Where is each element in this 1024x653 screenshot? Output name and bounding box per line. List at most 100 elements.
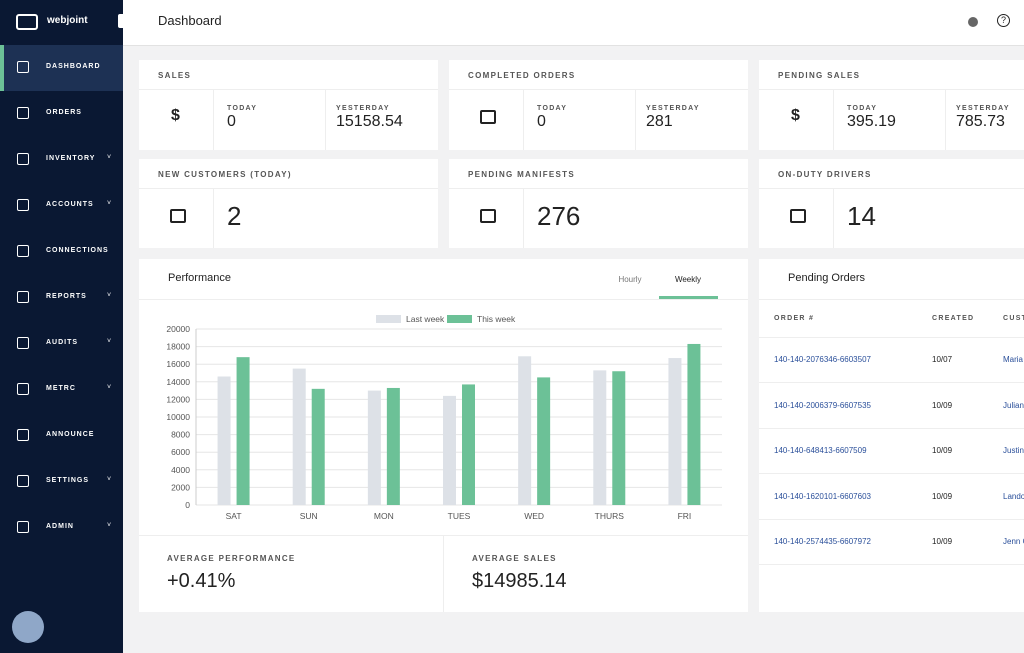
cell: 10/09	[932, 492, 952, 501]
stat-value: +0.41%	[167, 570, 235, 593]
nav-icon	[17, 521, 29, 533]
nav-item[interactable]: SETTINGS	[46, 477, 89, 484]
card-divider	[833, 188, 834, 248]
y-tick-label: 2000	[171, 482, 190, 492]
legend-swatch	[447, 315, 472, 323]
cell: 10/07	[932, 355, 952, 364]
nav-item[interactable]: ORDERS	[46, 109, 82, 116]
nav-icon	[17, 153, 29, 165]
card-title: PENDING SALES	[778, 71, 860, 80]
divider	[443, 535, 444, 612]
y-tick-label: 18000	[166, 342, 190, 352]
tab[interactable]: Weekly	[658, 275, 718, 284]
nav-item[interactable]: INVENTORY	[46, 155, 95, 162]
row-divider	[759, 473, 1024, 474]
card-icon	[790, 209, 806, 223]
nav-icon	[17, 475, 29, 487]
legend-swatch	[376, 315, 401, 323]
chevron: ˅	[107, 292, 111, 299]
nav-item[interactable]: AUDITS	[46, 339, 78, 346]
nav-item[interactable]: DASHBOARD	[46, 63, 101, 70]
yesterday-label: YESTERDAY	[646, 105, 700, 112]
x-tick-label: FRI	[678, 511, 692, 521]
card-title: COMPLETED ORDERS	[468, 71, 575, 80]
legend-label: This week	[477, 314, 516, 324]
nav-item[interactable]: CONNECTIONS	[46, 247, 109, 254]
nav-item[interactable]: ACCOUNTS	[46, 201, 94, 208]
brand-logo	[16, 14, 38, 30]
nav-icon	[17, 337, 29, 349]
divider	[759, 299, 1024, 300]
card-divider	[523, 188, 524, 248]
card-value: 276	[537, 201, 580, 232]
active-marker	[0, 45, 4, 91]
card-divider	[759, 188, 1024, 189]
today-label: TODAY	[537, 105, 567, 112]
yesterday-value: 785.73	[956, 113, 1005, 131]
card-value: 14	[847, 201, 876, 232]
card-icon: $	[791, 107, 800, 125]
order-link[interactable]: 140-140-1620101-6607603	[774, 492, 871, 501]
chevron: ˅	[107, 476, 111, 483]
panel-title: Pending Orders	[788, 272, 865, 284]
brand: webjoint	[47, 15, 88, 26]
nav-item[interactable]: ADMIN	[46, 523, 74, 530]
tab[interactable]: Hourly	[600, 275, 660, 284]
nav-item[interactable]: REPORTS	[46, 293, 87, 300]
y-tick-label: 20000	[166, 324, 190, 334]
card-divider	[635, 89, 636, 150]
bar	[218, 377, 231, 505]
stat-label: AVERAGE SALES	[472, 554, 557, 563]
card-divider	[759, 89, 1024, 90]
today-label: TODAY	[847, 105, 877, 112]
order-link[interactable]: 140-140-2574435-6607972	[774, 537, 871, 546]
x-tick-label: THURS	[595, 511, 625, 521]
cell: 10/09	[932, 446, 952, 455]
order-link[interactable]: 140-140-2076346-6603507	[774, 355, 871, 364]
legend-label: Last week	[406, 314, 445, 324]
card-divider	[213, 188, 214, 248]
today-value: 0	[227, 113, 236, 131]
card-icon	[480, 209, 496, 223]
today-label: TODAY	[227, 105, 257, 112]
nav-item[interactable]: METRC	[46, 385, 76, 392]
card-divider	[139, 188, 438, 189]
chevron: ˅	[107, 154, 111, 161]
order-link[interactable]: 140-140-648413-6607509	[774, 446, 867, 455]
order-link[interactable]: 140-140-2006379-6607535	[774, 401, 871, 410]
x-tick-label: SAT	[226, 511, 242, 521]
bar	[687, 344, 700, 505]
x-tick-label: WED	[524, 511, 544, 521]
bar	[368, 391, 381, 505]
row-divider	[759, 428, 1024, 429]
nav-icon	[17, 291, 29, 303]
nav-icon	[17, 429, 29, 441]
bar	[518, 356, 531, 505]
card-divider	[523, 89, 524, 150]
bar	[612, 371, 625, 505]
x-tick-label: MON	[374, 511, 394, 521]
card-title: PENDING MANIFESTS	[468, 170, 575, 179]
chevron: ˅	[107, 384, 111, 391]
bar	[537, 377, 550, 505]
today-value: 395.19	[847, 113, 896, 131]
stat-value: $14985.14	[472, 570, 567, 593]
y-tick-label: 10000	[166, 412, 190, 422]
cell: 10/09	[932, 537, 952, 546]
nav-icon	[17, 199, 29, 211]
cell: Julian	[1003, 401, 1024, 410]
row-divider	[759, 564, 1024, 565]
bar	[387, 388, 400, 505]
cell: 10/09	[932, 401, 952, 410]
card-title: SALES	[158, 71, 191, 80]
chevron: ˅	[107, 338, 111, 345]
card-divider	[213, 89, 214, 150]
bar	[293, 369, 306, 505]
nav-item[interactable]: ANNOUNCE	[46, 431, 94, 438]
card-divider	[325, 89, 326, 150]
y-tick-label: 14000	[166, 377, 190, 387]
column-header: ORDER #	[774, 315, 814, 322]
stat-label: AVERAGE PERFORMANCE	[167, 554, 296, 563]
card-divider	[449, 188, 748, 189]
